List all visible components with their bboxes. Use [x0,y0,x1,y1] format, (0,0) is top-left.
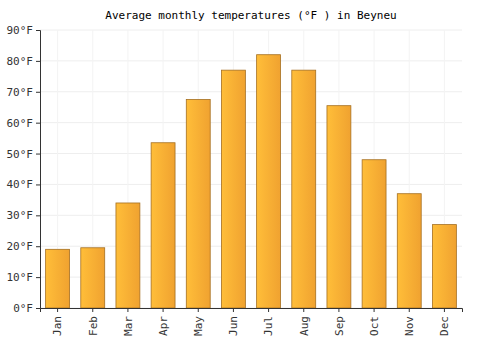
x-tick-label: Apr [157,316,170,336]
y-tick-mark [36,92,40,93]
x-tick-mark [127,308,128,312]
x-tick-mark [268,308,269,312]
y-tick-mark [36,154,40,155]
bar [81,248,105,308]
x-tick: Apr [157,308,170,336]
y-tick: 0°F [13,302,40,315]
bar [46,249,70,308]
x-tick-label: Sep [333,316,346,336]
x-tick-mark [233,308,234,312]
grid-line [40,60,462,61]
y-tick: 60°F [7,117,41,130]
y-tick-mark [36,30,40,31]
bar [362,160,386,308]
bar [116,203,140,308]
x-tick-mark [198,308,199,312]
y-tick-label: 70°F [7,86,34,99]
x-tick: Jul [262,308,275,336]
bar [257,55,281,308]
y-tick: 20°F [7,240,41,253]
bars [46,55,457,308]
y-axis-line [36,31,41,309]
x-tick: Mar [122,308,135,336]
x-tick-label: Jul [262,316,275,336]
x-tick: Aug [298,308,311,336]
y-tick-label: 20°F [7,240,34,253]
x-tick: Jan [51,308,64,336]
x-tick-label: Oct [368,316,381,336]
x-tick-mark [444,308,445,312]
y-tick-mark [36,277,40,278]
x-tick-mark [57,308,58,312]
chart: 0°F 10°F 20°F 30°F 40°F 50°F 60°F 70°F 80°F 90°F J… [0,0,500,350]
bar [221,70,245,308]
bar [151,143,175,308]
bar [432,225,456,308]
y-tick-mark [36,123,40,124]
y-tick-label: 50°F [7,148,34,161]
y-tick-label: 40°F [7,178,34,191]
y-tick: 80°F [7,55,41,68]
y-tick: 40°F [7,178,41,191]
grid [40,30,462,308]
y-tick-mark [36,61,40,62]
y-tick: 10°F [7,271,41,284]
y-axis: 0°F 10°F 20°F 30°F 40°F 50°F 60°F 70°F 80°F 90°F [7,24,41,315]
bar [186,100,210,309]
x-tick: Oct [368,308,381,336]
x-tick-mark [163,308,164,312]
x-tick-label: Feb [87,316,100,336]
y-tick: 70°F [7,86,41,99]
x-tick: Sep [333,308,346,336]
x-tick-label: Jun [227,316,240,336]
title: Average monthly temperatures (°F ) in Be… [105,9,396,22]
y-tick-label: 80°F [7,55,34,68]
x-tick-label: Jan [51,316,64,336]
bar [327,106,351,308]
x-tick-label: Nov [403,316,416,336]
x-tick-label: Aug [298,316,311,336]
grid-line [40,122,462,123]
x-tick-label: Dec [438,316,451,336]
x-tick-label: May [192,316,205,336]
y-tick-label: 0°F [13,302,33,315]
x-tick-label: Mar [122,316,135,336]
x-tick-mark [303,308,304,312]
y-tick-label: 90°F [7,24,34,37]
x-tick: Nov [403,308,416,336]
x-axis-line [41,309,463,313]
y-tick: 90°F [7,24,41,37]
y-tick-mark [36,308,40,309]
x-tick: Feb [87,308,100,336]
y-tick: 30°F [7,209,41,222]
y-tick: 50°F [7,148,41,161]
x-tick: May [192,308,205,336]
bar [292,70,316,308]
y-tick-label: 10°F [7,271,34,284]
x-tick: Jun [227,308,240,336]
x-tick-mark [338,308,339,312]
grid-line [40,91,462,92]
x-tick: Dec [438,308,451,336]
x-tick-mark [374,308,375,312]
y-tick-label: 60°F [7,117,34,130]
y-tick-mark [36,215,40,216]
plot: 0°F 10°F 20°F 30°F 40°F 50°F 60°F 70°F 80°F 90°F J… [7,24,463,336]
y-tick-label: 30°F [7,209,34,222]
grid-line [40,153,462,154]
y-tick-mark [36,184,40,185]
grid-line [40,184,462,185]
x-axis: Jan Feb Mar Apr May Jun Jul Aug Sep Oct Nov Dec [41,308,463,336]
y-tick-mark [36,246,40,247]
grid-line [40,30,462,31]
x-tick-mark [92,308,93,312]
bar [397,194,421,308]
x-tick-mark [409,308,410,312]
